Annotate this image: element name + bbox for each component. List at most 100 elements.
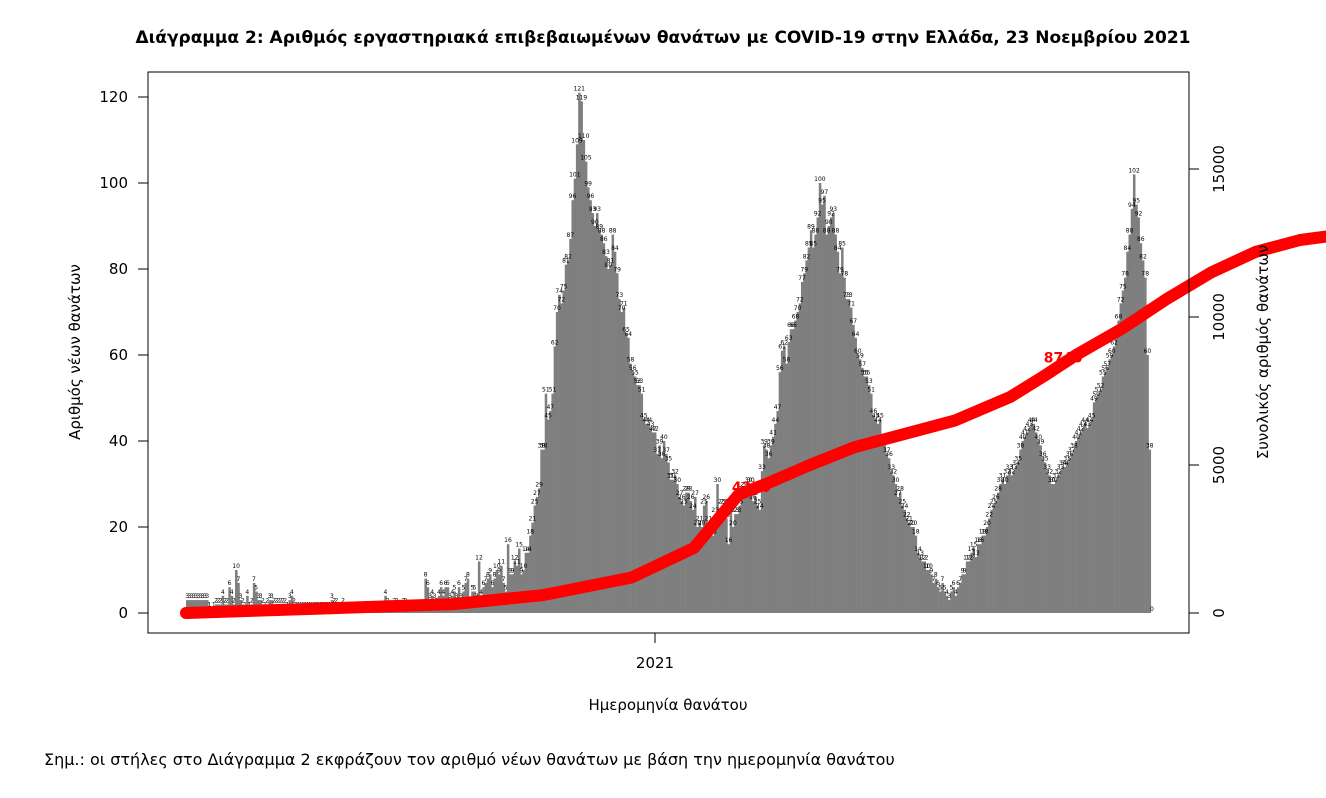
bar-value-label: 20	[910, 520, 918, 527]
bar-value-label: 4	[384, 589, 388, 596]
bar-value-label: 12	[511, 554, 519, 561]
bar-value-label: 21	[905, 516, 913, 523]
bar	[611, 234, 615, 613]
bar	[1090, 419, 1094, 613]
bar-value-label: 2	[223, 597, 227, 604]
bar-value-label: 23	[731, 507, 739, 514]
bar-value-label: 30	[1048, 477, 1056, 484]
bar-value-label: 38	[538, 443, 546, 450]
bar-value-label: 30	[1001, 477, 1009, 484]
bar-value-label: 24	[689, 503, 697, 510]
bar	[1079, 432, 1082, 613]
bar-value-label: 6	[457, 580, 461, 587]
bar	[618, 299, 621, 613]
bar-value-label: 9	[497, 567, 501, 574]
bar-value-label: 4	[954, 589, 958, 596]
bar	[749, 484, 753, 613]
bar	[856, 355, 860, 613]
bar-value-label: 6	[936, 580, 940, 587]
bar	[796, 312, 800, 613]
bar-value-label: 40	[1019, 434, 1027, 441]
bar-value-label: 3	[448, 593, 452, 600]
bar	[235, 570, 238, 613]
bar	[1126, 251, 1129, 614]
bar-value-label: 75	[1119, 284, 1127, 291]
bar	[838, 273, 842, 613]
bar-value-label: 95	[818, 198, 826, 205]
bar-value-label: 6	[228, 580, 232, 587]
bar-value-label: 64	[624, 331, 632, 338]
bar	[540, 449, 543, 613]
bar-value-label: 70	[794, 305, 802, 312]
bar	[876, 423, 880, 613]
bar-value-label: 44	[645, 417, 653, 424]
bar	[228, 587, 231, 613]
bar	[190, 600, 193, 613]
bar	[985, 527, 989, 613]
bar-value-label: 21	[696, 516, 704, 523]
bar-value-label: 72	[796, 296, 804, 303]
bar	[1117, 320, 1120, 613]
bar-value-label: 68	[1115, 314, 1123, 321]
bar-value-label: 36	[1066, 451, 1074, 458]
bar	[593, 226, 597, 613]
bar-value-label: 12	[963, 554, 971, 561]
bar-value-label: 66	[789, 322, 797, 329]
bar	[569, 238, 572, 613]
bar	[878, 419, 882, 613]
bar-value-label: 79	[800, 266, 808, 273]
bar	[872, 415, 875, 613]
bar-value-label: 41	[1075, 430, 1083, 437]
bar	[885, 453, 889, 613]
bar	[1137, 217, 1140, 613]
bar-value-label: 4	[441, 589, 445, 596]
bar-value-label: 20	[907, 520, 915, 527]
bar-value-label: 36	[885, 451, 893, 458]
bar	[660, 458, 664, 613]
bar	[500, 565, 503, 613]
bar	[1052, 484, 1056, 613]
bar-value-label: 55	[631, 370, 639, 377]
bar	[714, 514, 717, 613]
bar-value-label: 89	[807, 223, 815, 230]
bar-value-label: 3	[288, 593, 292, 600]
bar	[629, 363, 632, 613]
bar	[584, 161, 588, 613]
bar-value-label: 33	[1005, 464, 1013, 471]
bar	[716, 484, 719, 613]
y2-axis-label: Συνολικός αριθμός θανάτων	[1254, 245, 1272, 460]
bar-value-label: 30	[747, 477, 755, 484]
bar	[564, 264, 568, 613]
bar-value-label: 92	[827, 210, 835, 217]
bar-value-label: 71	[847, 301, 855, 308]
bar-value-label: 20	[729, 520, 737, 527]
bar	[1050, 484, 1054, 613]
bar	[1146, 355, 1149, 613]
bar-value-label: 32	[1054, 468, 1062, 475]
bar-value-label: 4	[230, 589, 234, 596]
bar-value-label: 96	[569, 193, 577, 200]
bar	[1083, 423, 1087, 613]
bar-value-label: 43	[1079, 421, 1087, 428]
bar-value-label: 4	[245, 589, 249, 596]
bar	[892, 475, 895, 613]
bar	[968, 561, 971, 613]
bar-value-label: 56	[629, 365, 637, 372]
bar	[834, 234, 837, 613]
bar-value-label: 31	[669, 473, 677, 480]
bar-value-label: 38	[540, 443, 548, 450]
bar-value-label: 121	[574, 86, 586, 93]
bar-value-label: 7	[502, 576, 506, 583]
bar	[722, 505, 726, 613]
bar	[992, 505, 996, 613]
bar	[747, 484, 751, 613]
bar-value-label: 58	[627, 357, 635, 364]
bar	[943, 591, 947, 613]
bar-value-label: 33	[1057, 464, 1065, 471]
bar-value-label: 3	[203, 593, 207, 600]
bar-value-label: 44	[772, 417, 780, 424]
bar	[1124, 277, 1127, 613]
bar-value-label: 2	[334, 597, 338, 604]
bar	[533, 505, 537, 613]
bar	[941, 582, 944, 613]
